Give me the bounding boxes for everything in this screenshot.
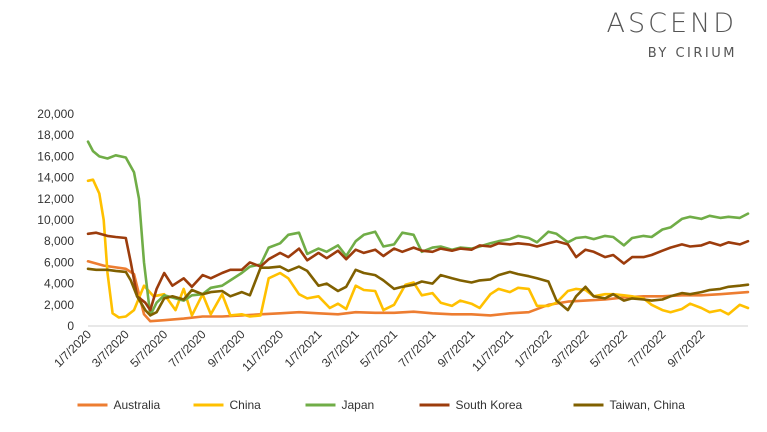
y-tick-label: 20,000: [37, 107, 74, 121]
series-lines: [86, 140, 750, 323]
y-tick-label: 14,000: [37, 171, 74, 185]
x-tick-label: 7/7/2022: [626, 327, 669, 370]
series-line-south-korea: [86, 231, 750, 312]
series-line-taiwan-china: [86, 265, 750, 317]
axes: 0 2,000 4,000 6,000 8,000 10,000 12,000 14,000 1…: [37, 107, 748, 374]
brand-logo: ASCEND BY CIRIUM: [606, 8, 737, 61]
x-tick-label: 5/7/2021: [357, 327, 400, 370]
x-tick-label: 5/7/2020: [127, 327, 170, 370]
legend-label: South Korea: [456, 398, 523, 412]
x-tick-label: 3/7/2022: [549, 327, 592, 370]
y-tick-label: 6,000: [44, 255, 74, 269]
x-tick-label: 11/7/2020: [239, 327, 286, 374]
y-tick-label: 2,000: [44, 298, 74, 312]
y-tick-label: 10,000: [37, 213, 74, 227]
x-tick-label: 11/7/2021: [469, 327, 516, 374]
legend-label: Japan: [342, 398, 375, 412]
y-tick-label: 4,000: [44, 277, 74, 291]
y-tick-label: 16,000: [37, 149, 74, 163]
y-tick-label: 18,000: [37, 128, 74, 142]
y-tick-label: 0: [67, 319, 74, 333]
legend-label: Australia: [114, 398, 161, 412]
x-tick-label: 7/7/2021: [396, 327, 439, 370]
x-tick-label: 9/7/2022: [665, 327, 708, 370]
y-tick-label: 8,000: [44, 234, 74, 248]
x-tick-label: 3/7/2020: [89, 327, 132, 370]
x-tick-label: 5/7/2022: [587, 327, 630, 370]
x-tick-label: 1/7/2022: [512, 327, 555, 370]
series-line-australia: [86, 260, 750, 323]
x-tick-label: 3/7/2021: [319, 327, 362, 370]
series-line-china: [86, 178, 750, 319]
legend-label: China: [230, 398, 262, 412]
y-tick-label: 12,000: [37, 192, 74, 206]
x-tick-label: 1/7/2020: [51, 327, 94, 370]
legend: Australia China Japan South Korea Taiwan, Ch…: [77, 398, 686, 412]
brand-subtitle: BY CIRIUM: [647, 46, 737, 61]
x-tick-label: 7/7/2020: [166, 327, 209, 370]
legend-label: Taiwan, China: [610, 398, 686, 412]
brand-name: ASCEND: [606, 8, 737, 39]
x-tick-label: 1/7/2021: [282, 327, 325, 370]
